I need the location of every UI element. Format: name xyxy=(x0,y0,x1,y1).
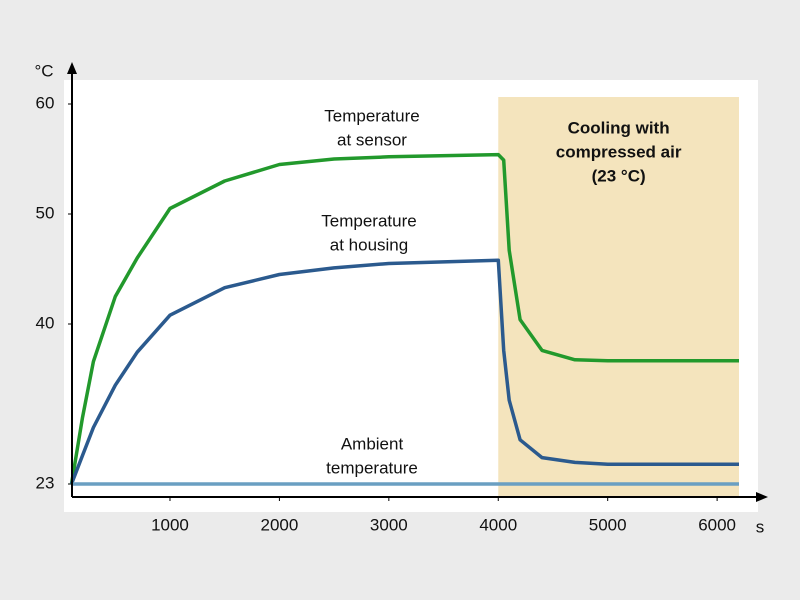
x-tick-label: 5000 xyxy=(589,515,627,534)
region-label: Cooling with xyxy=(568,118,670,137)
x-tick-label: 6000 xyxy=(698,515,736,534)
y-tick-label: 50 xyxy=(36,203,55,222)
x-tick-label: 1000 xyxy=(151,515,189,534)
y-tick-label: 40 xyxy=(36,313,55,332)
y-unit: °C xyxy=(34,61,53,80)
x-unit: s xyxy=(756,517,765,536)
series-label: Temperature xyxy=(324,106,419,125)
x-tick-label: 4000 xyxy=(479,515,517,534)
series-label: temperature xyxy=(326,458,418,477)
y-arrow xyxy=(67,62,77,74)
y-tick-label: 23 xyxy=(36,473,55,492)
series-label: Temperature xyxy=(321,211,416,230)
series-label: at sensor xyxy=(337,130,407,149)
y-tick-label: 60 xyxy=(36,93,55,112)
cooling-region xyxy=(498,97,739,497)
series-label: at housing xyxy=(330,235,408,254)
region-label: (23 °C) xyxy=(592,166,646,185)
region-label: compressed air xyxy=(556,142,682,161)
line-series xyxy=(69,258,739,485)
x-arrow xyxy=(756,492,768,502)
x-tick-label: 2000 xyxy=(260,515,298,534)
x-tick-label: 3000 xyxy=(370,515,408,534)
series-label: Ambient xyxy=(341,434,404,453)
line-series xyxy=(69,152,739,485)
